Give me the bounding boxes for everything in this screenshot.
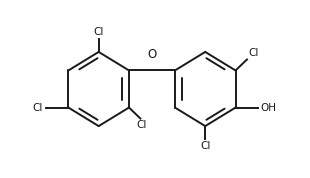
Text: Cl: Cl [94, 27, 104, 37]
Text: Cl: Cl [200, 141, 210, 151]
Text: Cl: Cl [249, 48, 259, 58]
Text: Cl: Cl [32, 103, 42, 112]
Text: Cl: Cl [137, 120, 147, 130]
Text: O: O [147, 48, 157, 61]
Text: OH: OH [260, 103, 276, 112]
